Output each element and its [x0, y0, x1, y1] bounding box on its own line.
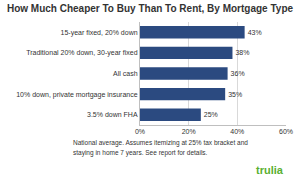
svg-text:How Much Cheaper To Buy Than T: How Much Cheaper To Buy Than To Rent, By…: [7, 3, 294, 14]
svg-text:40%: 40%: [230, 128, 244, 135]
svg-text:10% down, private mortgage ins: 10% down, private mortgage insurance: [16, 91, 138, 99]
svg-text:38%: 38%: [235, 49, 249, 56]
svg-text:staying in home 7 years. See r: staying in home 7 years. See report for …: [73, 149, 208, 157]
svg-text:20%: 20%: [182, 128, 196, 135]
svg-text:0%: 0%: [135, 128, 145, 135]
svg-text:36%: 36%: [231, 70, 245, 77]
svg-text:trulia: trulia: [256, 164, 284, 176]
svg-text:15-year fixed, 20% down: 15-year fixed, 20% down: [61, 29, 138, 37]
svg-text:National average. Assumes item: National average. Assumes itemizing at 2…: [73, 139, 248, 147]
svg-text:Traditional 20% down, 30-year: Traditional 20% down, 30-year fixed: [26, 49, 138, 57]
svg-text:25%: 25%: [204, 111, 218, 118]
svg-text:All cash: All cash: [113, 70, 138, 77]
svg-text:43%: 43%: [248, 29, 262, 36]
svg-text:35%: 35%: [228, 91, 242, 98]
svg-text:60%: 60%: [279, 128, 293, 135]
svg-text:3.5% down FHA: 3.5% down FHA: [87, 111, 138, 118]
